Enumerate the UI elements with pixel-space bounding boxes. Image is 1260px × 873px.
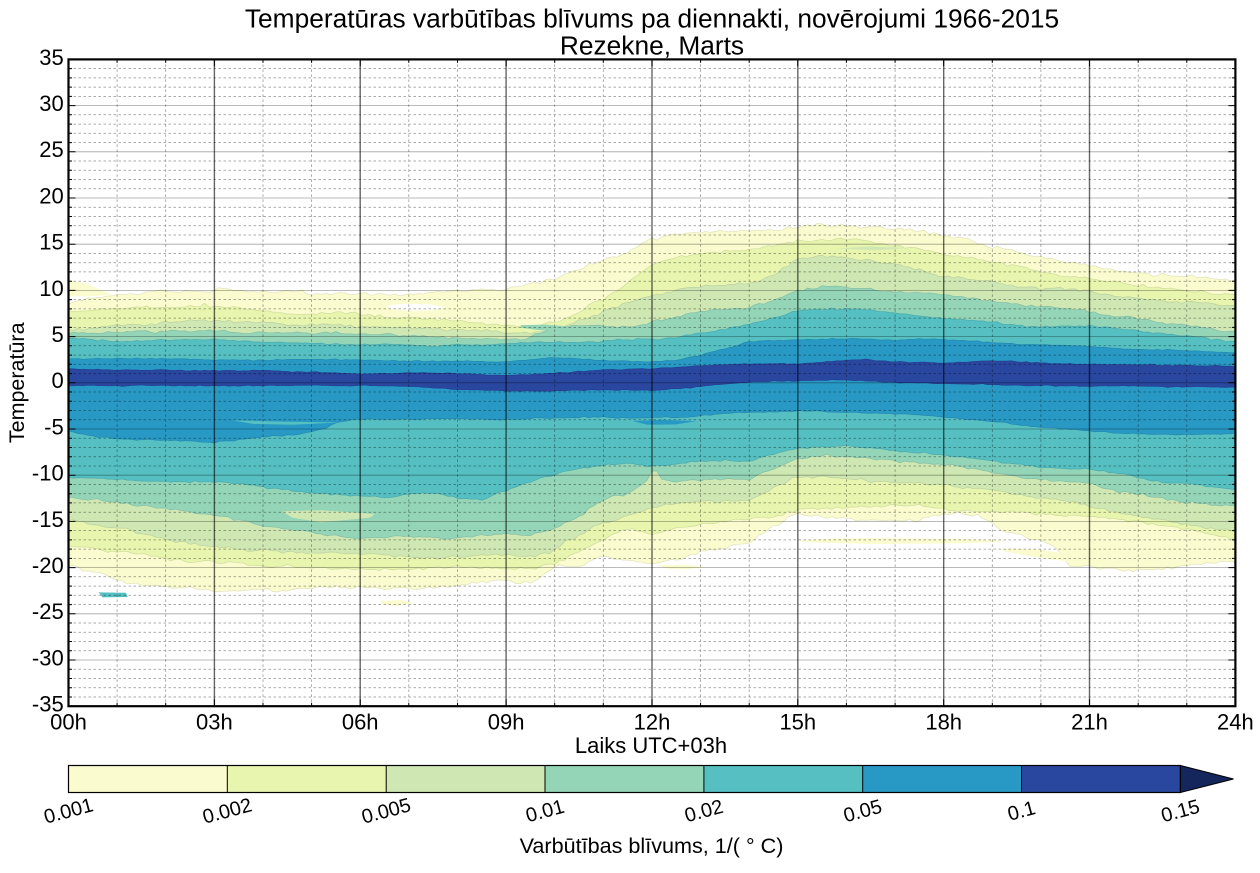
svg-text:-30: -30 bbox=[32, 645, 64, 670]
svg-text:03h: 03h bbox=[196, 710, 233, 735]
svg-text:-25: -25 bbox=[32, 599, 64, 624]
svg-text:-20: -20 bbox=[32, 553, 64, 578]
svg-text:-35: -35 bbox=[32, 692, 64, 717]
svg-text:-5: -5 bbox=[44, 414, 64, 439]
svg-text:0: 0 bbox=[51, 368, 63, 393]
svg-text:5: 5 bbox=[51, 322, 63, 347]
svg-text:10: 10 bbox=[39, 276, 63, 301]
svg-text:00h: 00h bbox=[50, 710, 87, 735]
svg-text:Temperatūra: Temperatūra bbox=[5, 322, 29, 443]
svg-text:12h: 12h bbox=[634, 710, 671, 735]
svg-text:20: 20 bbox=[39, 183, 63, 208]
svg-text:30: 30 bbox=[39, 91, 63, 116]
svg-text:15h: 15h bbox=[779, 710, 816, 735]
svg-text:24h: 24h bbox=[1217, 710, 1254, 735]
svg-text:25: 25 bbox=[39, 137, 63, 162]
svg-text:Varbūtības blīvums, 1/( ° C): Varbūtības blīvums, 1/( ° C) bbox=[520, 833, 784, 858]
svg-text:-15: -15 bbox=[32, 507, 64, 532]
svg-text:21h: 21h bbox=[1071, 710, 1108, 735]
svg-text:09h: 09h bbox=[488, 710, 525, 735]
svg-text:Temperatūras varbūtības blīvum: Temperatūras varbūtības blīvums pa dienn… bbox=[245, 4, 1059, 34]
svg-text:Laiks UTC+03h: Laiks UTC+03h bbox=[575, 733, 727, 758]
svg-text:18h: 18h bbox=[925, 710, 962, 735]
svg-text:06h: 06h bbox=[342, 710, 379, 735]
svg-text:15: 15 bbox=[39, 230, 63, 255]
svg-text:35: 35 bbox=[39, 45, 63, 70]
svg-text:Rezekne, Marts: Rezekne, Marts bbox=[560, 31, 744, 61]
svg-text:-10: -10 bbox=[32, 461, 64, 486]
